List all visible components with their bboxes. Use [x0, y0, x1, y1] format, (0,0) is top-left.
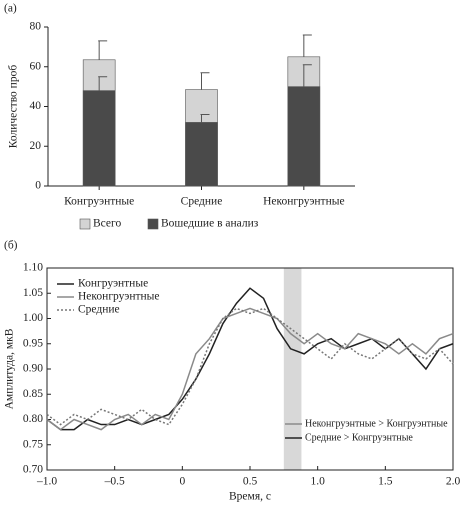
series-line	[46, 307, 454, 431]
y-axis-title: Количество проб	[8, 65, 20, 149]
error-bar	[302, 34, 312, 57]
bar	[82, 90, 116, 187]
x-tick-label: 0	[179, 476, 185, 488]
x-tick-label: Конгруэнтные	[64, 196, 134, 208]
y-tick-label: 40	[30, 100, 42, 112]
error-bar	[98, 40, 108, 60]
y-tick-label: 0.70	[23, 464, 43, 476]
y-tick-label: 1.00	[23, 312, 43, 324]
x-axis-title: Время, с	[229, 491, 271, 503]
x-tick-label: Неконгруэнтные	[263, 196, 344, 208]
y-tick-label: 20	[30, 140, 42, 152]
annotation: Средние > Конгруэнтные	[305, 432, 413, 443]
series-line	[46, 307, 454, 426]
y-tick-label: 0	[35, 180, 41, 192]
y-tick-label: 1.05	[23, 287, 43, 299]
y-tick-label: 60	[30, 60, 42, 72]
error-bar	[302, 64, 312, 87]
legend-label: Средние	[78, 304, 120, 316]
x-tick-label: –0.5	[104, 476, 125, 488]
y-tick-label: 0.80	[23, 413, 43, 425]
annotation: Неконгруэнтные > Конгруэнтные	[305, 418, 448, 429]
x-tick-label: 1.5	[378, 476, 393, 488]
x-tick-label: 1.0	[310, 476, 325, 488]
legend-swatch	[147, 218, 159, 230]
y-tick-label: 0.85	[23, 388, 43, 400]
x-tick-label: Средние	[181, 196, 223, 208]
y-tick-label: 0.95	[23, 337, 43, 349]
legend-label: Конгруэнтные	[78, 278, 148, 290]
y-axis-title: Амплитуда, мкВ	[4, 328, 16, 409]
bar	[185, 122, 218, 187]
panel-label: (а)	[4, 3, 17, 15]
error-bar	[200, 72, 210, 90]
panel-label: (б)	[4, 240, 18, 252]
legend-swatch	[79, 218, 91, 230]
y-tick-label: 0.90	[23, 363, 43, 375]
legend-label: Всего	[93, 218, 121, 230]
bar	[287, 86, 321, 187]
x-tick-label: 0.5	[243, 476, 258, 488]
y-tick-label: 1.10	[23, 262, 43, 274]
error-bar	[98, 76, 108, 91]
x-tick-label: –1.0	[36, 476, 57, 488]
y-tick-label: 80	[30, 21, 42, 33]
error-bar	[200, 113, 210, 123]
y-tick-label: 0.75	[23, 438, 43, 450]
legend-label: Неконгруэнтные	[78, 291, 159, 303]
highlight-band	[283, 268, 302, 470]
x-tick-label: 2.0	[446, 476, 461, 488]
legend-label: Вошедшие в анализ	[161, 218, 259, 230]
